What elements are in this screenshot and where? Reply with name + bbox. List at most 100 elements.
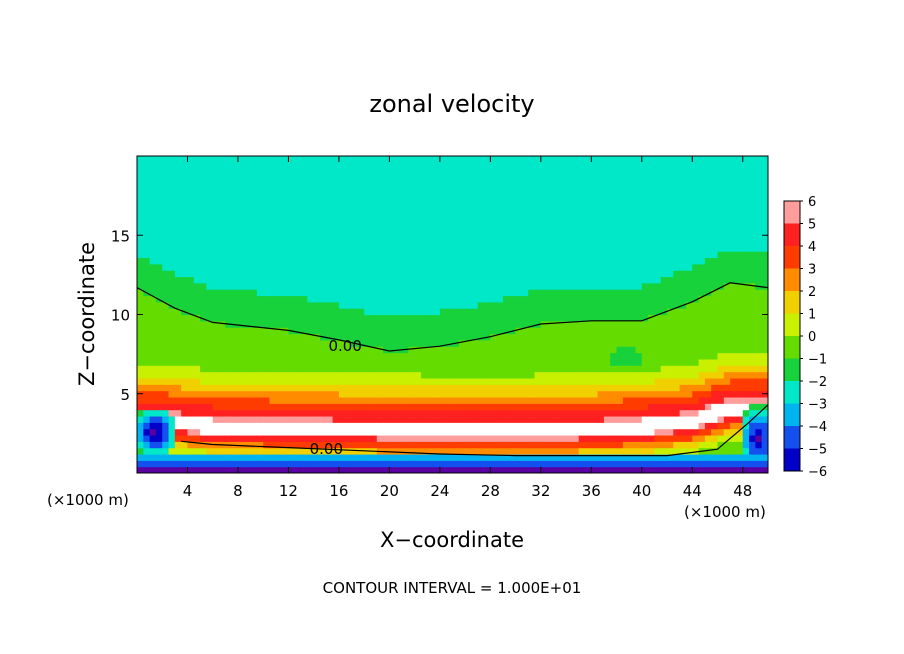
field-cell <box>610 263 618 271</box>
field-cell <box>591 390 599 398</box>
field-cell <box>534 346 542 354</box>
field-cell <box>408 453 416 461</box>
field-cell <box>610 168 618 176</box>
field-cell <box>452 251 460 259</box>
field-cell <box>174 415 182 423</box>
field-cell <box>540 282 548 290</box>
field-cell <box>357 194 365 201</box>
field-cell <box>269 333 277 341</box>
field-cell <box>704 225 712 233</box>
field-cell <box>301 225 308 233</box>
field-cell <box>250 238 258 246</box>
field-cell <box>736 333 744 341</box>
field-cell <box>723 276 731 284</box>
field-cell <box>395 327 403 335</box>
field-cell <box>420 263 428 271</box>
field-cell <box>181 213 189 220</box>
field-cell <box>269 244 277 252</box>
field-cell <box>212 358 220 366</box>
field-cell <box>704 339 712 347</box>
field-cell <box>509 308 517 316</box>
field-cell <box>389 282 397 290</box>
field-cell <box>698 213 706 220</box>
field-cell <box>256 403 264 411</box>
field-cell <box>307 162 315 170</box>
field-cell <box>534 384 542 392</box>
field-cell <box>742 187 750 195</box>
field-cell <box>704 428 712 436</box>
field-cell <box>181 434 189 442</box>
field-cell <box>383 466 390 473</box>
field-cell <box>439 403 447 411</box>
field-cell <box>704 422 712 430</box>
field-cell <box>717 276 725 284</box>
field-cell <box>679 257 687 265</box>
field-cell <box>490 251 498 259</box>
field-cell <box>294 377 302 385</box>
field-cell <box>181 232 189 240</box>
field-cell <box>711 396 719 404</box>
field-cell <box>231 358 239 366</box>
field-cell <box>149 339 157 347</box>
field-cell <box>540 270 548 278</box>
field-cell <box>685 352 693 360</box>
field-cell <box>162 314 170 322</box>
field-cell <box>326 365 334 373</box>
field-cell <box>332 352 340 360</box>
field-cell <box>225 219 233 227</box>
field-cell <box>547 339 555 347</box>
field-cell <box>193 295 201 303</box>
field-cell <box>641 194 649 201</box>
field-cell <box>414 434 422 442</box>
field-cell <box>225 396 233 404</box>
field-cell <box>490 187 498 195</box>
field-cell <box>578 219 586 227</box>
field-cell <box>717 377 725 385</box>
field-cell <box>282 200 290 208</box>
field-cell <box>572 232 580 240</box>
field-cell <box>193 384 201 392</box>
field-cell <box>585 206 592 214</box>
field-cell <box>452 156 460 163</box>
field-cell <box>692 390 700 398</box>
field-cell <box>439 282 447 290</box>
field-cell <box>591 453 599 461</box>
field-cell <box>446 232 454 240</box>
field-cell <box>667 333 674 341</box>
field-cell <box>465 377 473 385</box>
field-cell <box>193 441 201 449</box>
field-cell <box>143 447 151 455</box>
field-cell <box>244 270 252 278</box>
field-cell <box>288 358 296 366</box>
field-cell <box>181 156 189 163</box>
field-cell <box>319 415 327 423</box>
field-cell <box>288 339 296 347</box>
field-cell <box>149 333 157 341</box>
field-cell <box>162 225 170 233</box>
field-cell <box>603 194 611 201</box>
field-cell <box>370 238 378 246</box>
field-cell <box>597 396 605 404</box>
field-cell <box>559 352 567 360</box>
field-cell <box>269 422 277 430</box>
field-cell <box>585 384 592 392</box>
field-cell <box>597 301 605 309</box>
field-cell <box>250 365 258 373</box>
field-cell <box>673 301 681 309</box>
field-cell <box>338 257 346 265</box>
field-cell <box>578 232 586 240</box>
field-cell <box>622 390 630 398</box>
field-cell <box>603 346 611 354</box>
field-cell <box>704 390 712 398</box>
field-cell <box>219 403 226 411</box>
field-cell <box>717 358 725 366</box>
field-cell <box>723 282 731 290</box>
field-cell <box>622 175 630 182</box>
field-cell <box>585 422 592 430</box>
field-cell <box>622 213 630 220</box>
field-cell <box>174 270 182 278</box>
field-cell <box>698 225 706 233</box>
field-cell <box>471 422 479 430</box>
field-cell <box>458 339 466 347</box>
field-cell <box>610 396 618 404</box>
